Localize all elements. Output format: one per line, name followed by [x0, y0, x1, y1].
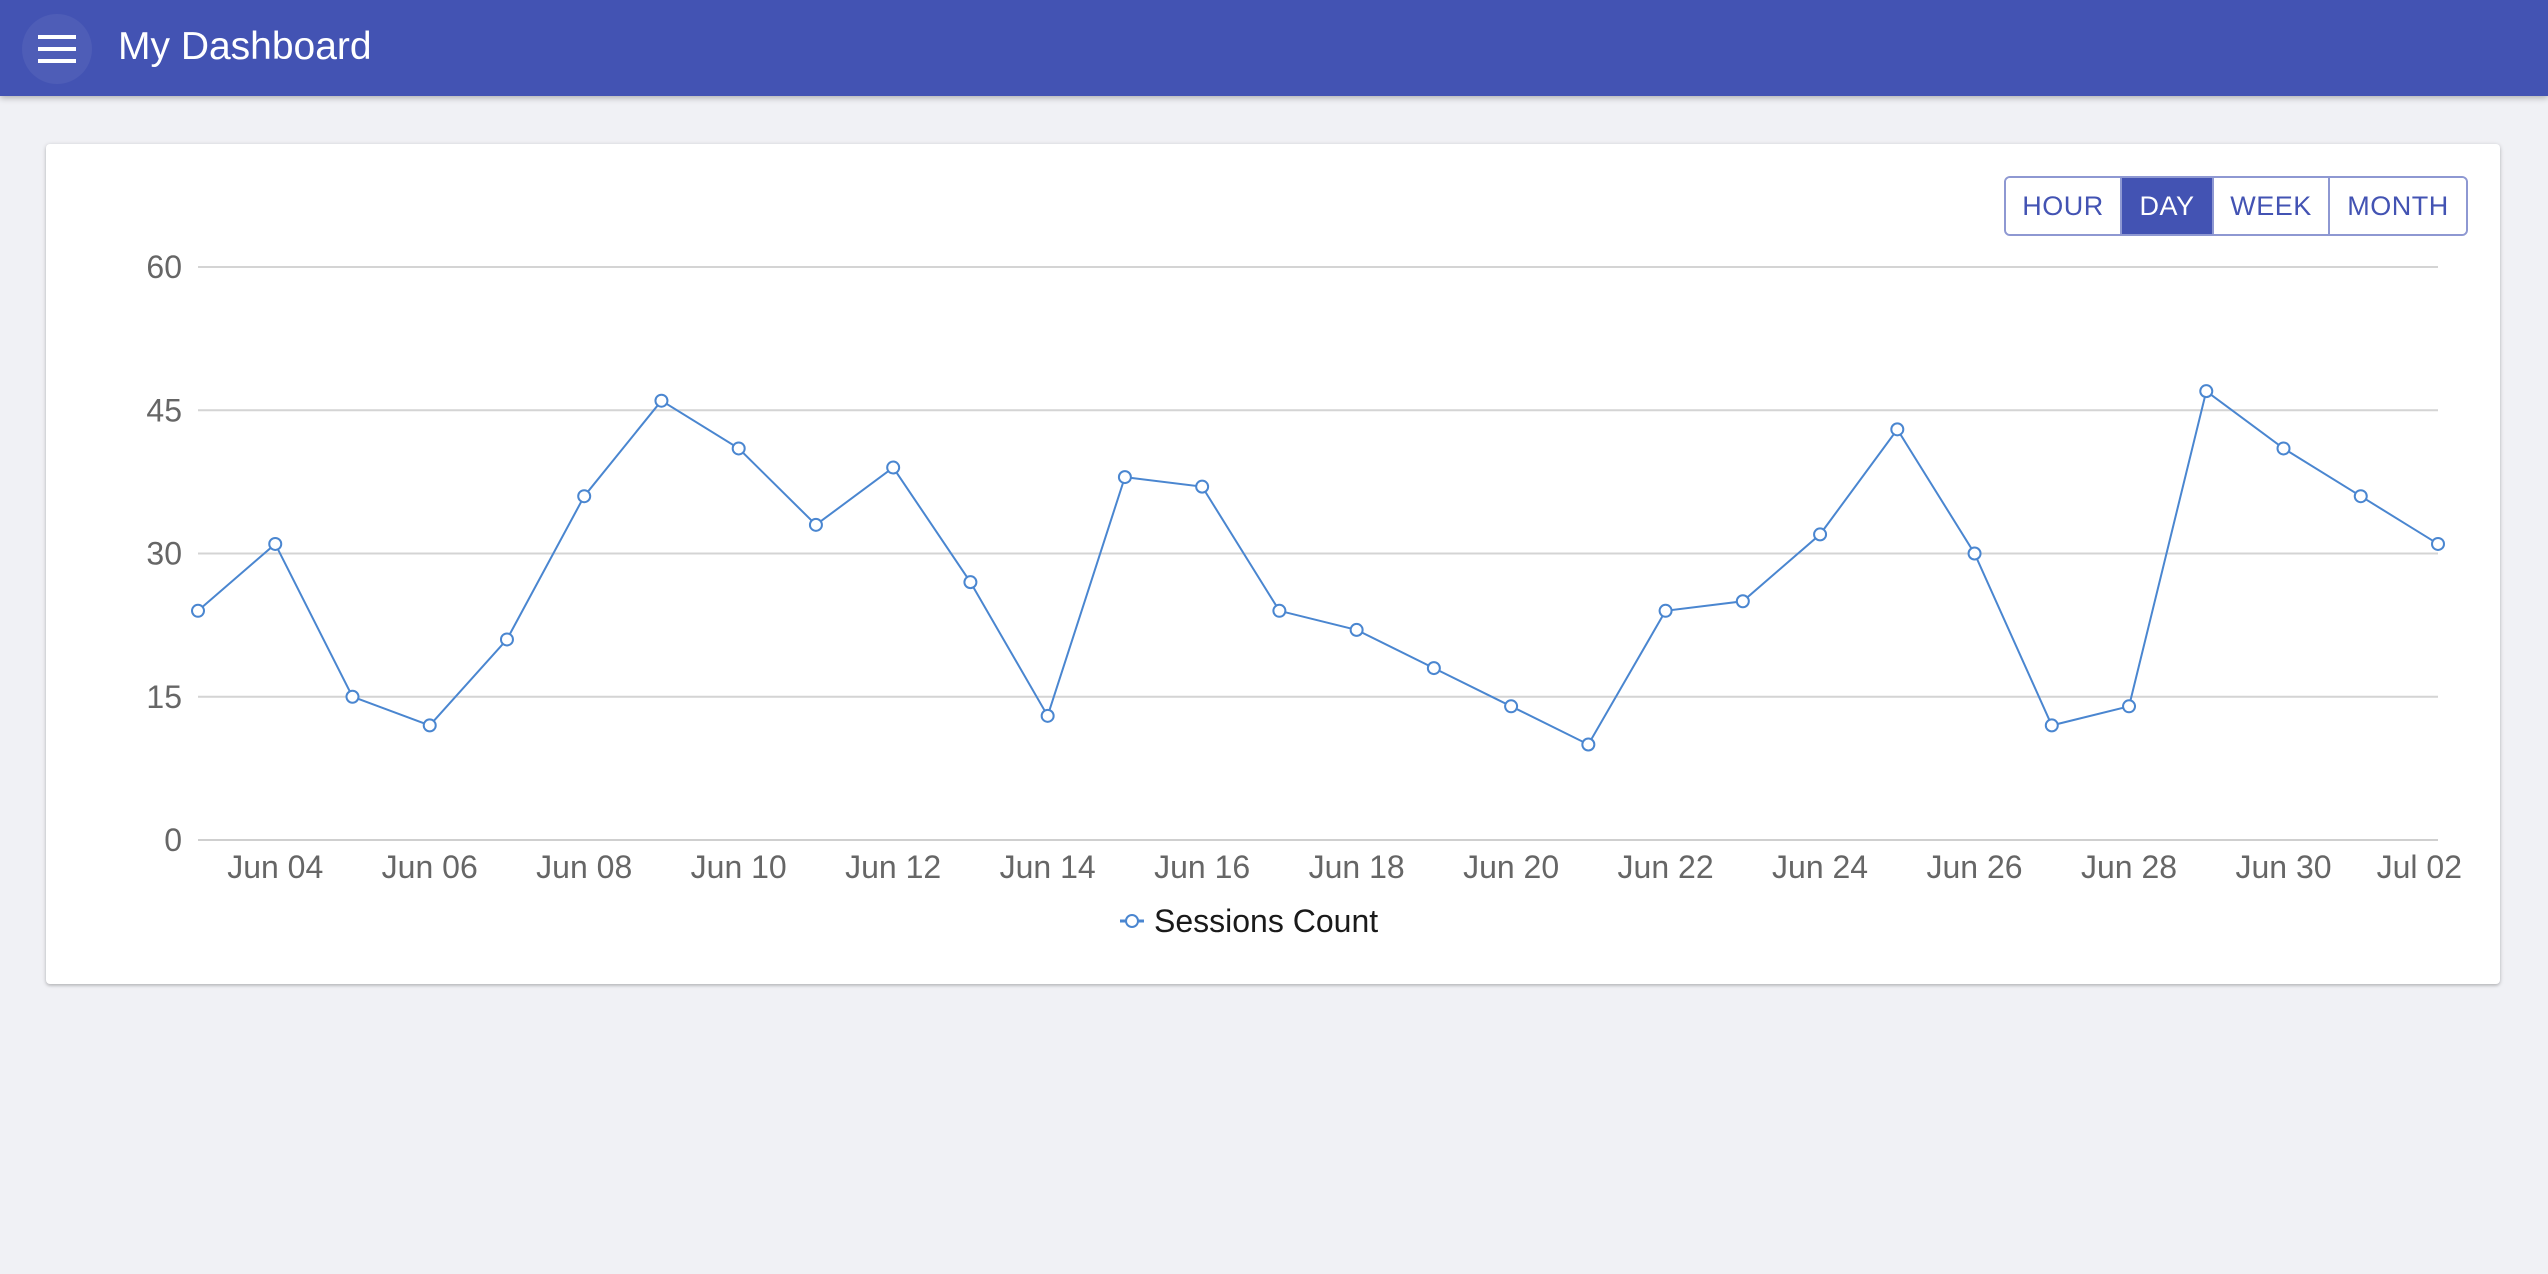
legend-marker-icon — [1125, 914, 1139, 928]
data-point[interactable] — [654, 393, 669, 408]
data-point[interactable] — [1813, 527, 1828, 542]
x-tick-label: Jun 30 — [2235, 849, 2331, 885]
x-tick-label: Jul 02 — [2377, 849, 2462, 885]
hamburger-menu-icon — [38, 35, 76, 63]
legend-label-sessions-count: Sessions Count — [1154, 903, 1378, 939]
data-point[interactable] — [731, 441, 746, 456]
range-button-day[interactable]: DAY — [2122, 178, 2214, 234]
data-point[interactable] — [2353, 489, 2368, 504]
data-point[interactable] — [191, 603, 205, 618]
data-point[interactable] — [1195, 479, 1210, 494]
chart-card: HOUR DAY WEEK MONTH 0 15 30 45 60 Jun 04 Jun … — [46, 144, 2500, 984]
range-button-week[interactable]: WEEK — [2214, 178, 2330, 234]
x-tick-label: Jun 20 — [1463, 849, 1559, 885]
data-point[interactable] — [963, 575, 978, 590]
sessions-line-chart: 0 15 30 45 60 Jun 04 Jun 06 Jun 08 Jun 10 Jun 12… — [146, 249, 2462, 939]
x-tick-label: Jun 04 — [227, 849, 323, 885]
data-point[interactable] — [1890, 422, 1905, 437]
y-tick-label: 60 — [146, 249, 182, 285]
data-point[interactable] — [1581, 737, 1596, 752]
data-point[interactable] — [1735, 594, 1750, 609]
data-point[interactable] — [268, 536, 283, 551]
data-point[interactable] — [499, 632, 514, 647]
x-tick-label: Jun 08 — [536, 849, 632, 885]
data-point[interactable] — [2276, 441, 2291, 456]
data-point[interactable] — [1658, 603, 1673, 618]
data-point[interactable] — [1272, 603, 1287, 618]
series-line-sessions-count — [197, 389, 2439, 746]
x-tick-label: Jun 14 — [1000, 849, 1096, 885]
data-point[interactable] — [345, 689, 360, 704]
data-point[interactable] — [1040, 708, 1055, 723]
data-point[interactable] — [1967, 546, 1982, 561]
app-title: My Dashboard — [118, 25, 372, 68]
x-tick-label: Jun 18 — [1309, 849, 1405, 885]
x-tick-label: Jun 06 — [382, 849, 478, 885]
chart-legend: Sessions Count — [1120, 903, 1378, 939]
app-bar: My Dashboard — [0, 0, 2548, 96]
range-button-month[interactable]: MONTH — [2330, 178, 2466, 234]
menu-button[interactable] — [22, 14, 92, 84]
y-tick-label: 15 — [146, 679, 182, 715]
x-tick-label: Jun 12 — [845, 849, 941, 885]
y-tick-label: 45 — [146, 392, 182, 428]
data-point[interactable] — [1349, 622, 1364, 637]
y-tick-label: 30 — [146, 536, 182, 572]
y-tick-label: 0 — [164, 822, 182, 858]
x-tick-label: Jun 28 — [2081, 849, 2177, 885]
data-point[interactable] — [1504, 699, 1519, 714]
x-tick-label: Jun 10 — [691, 849, 787, 885]
data-point[interactable] — [577, 489, 592, 504]
data-point[interactable] — [2199, 384, 2214, 399]
data-point[interactable] — [2431, 536, 2445, 551]
x-tick-label: Jun 16 — [1154, 849, 1250, 885]
data-point[interactable] — [1426, 661, 1441, 676]
data-point[interactable] — [2122, 699, 2137, 714]
x-tick-label: Jun 24 — [1772, 849, 1868, 885]
x-tick-label: Jun 22 — [1618, 849, 1714, 885]
data-point[interactable] — [422, 718, 437, 733]
data-point[interactable] — [1117, 470, 1132, 485]
x-tick-label: Jun 26 — [1927, 849, 2023, 885]
data-point[interactable] — [808, 517, 823, 532]
data-point[interactable] — [2044, 718, 2059, 733]
time-range-selector: HOUR DAY WEEK MONTH — [2004, 176, 2468, 236]
range-button-hour[interactable]: HOUR — [2006, 178, 2122, 234]
data-point[interactable] — [886, 460, 901, 475]
